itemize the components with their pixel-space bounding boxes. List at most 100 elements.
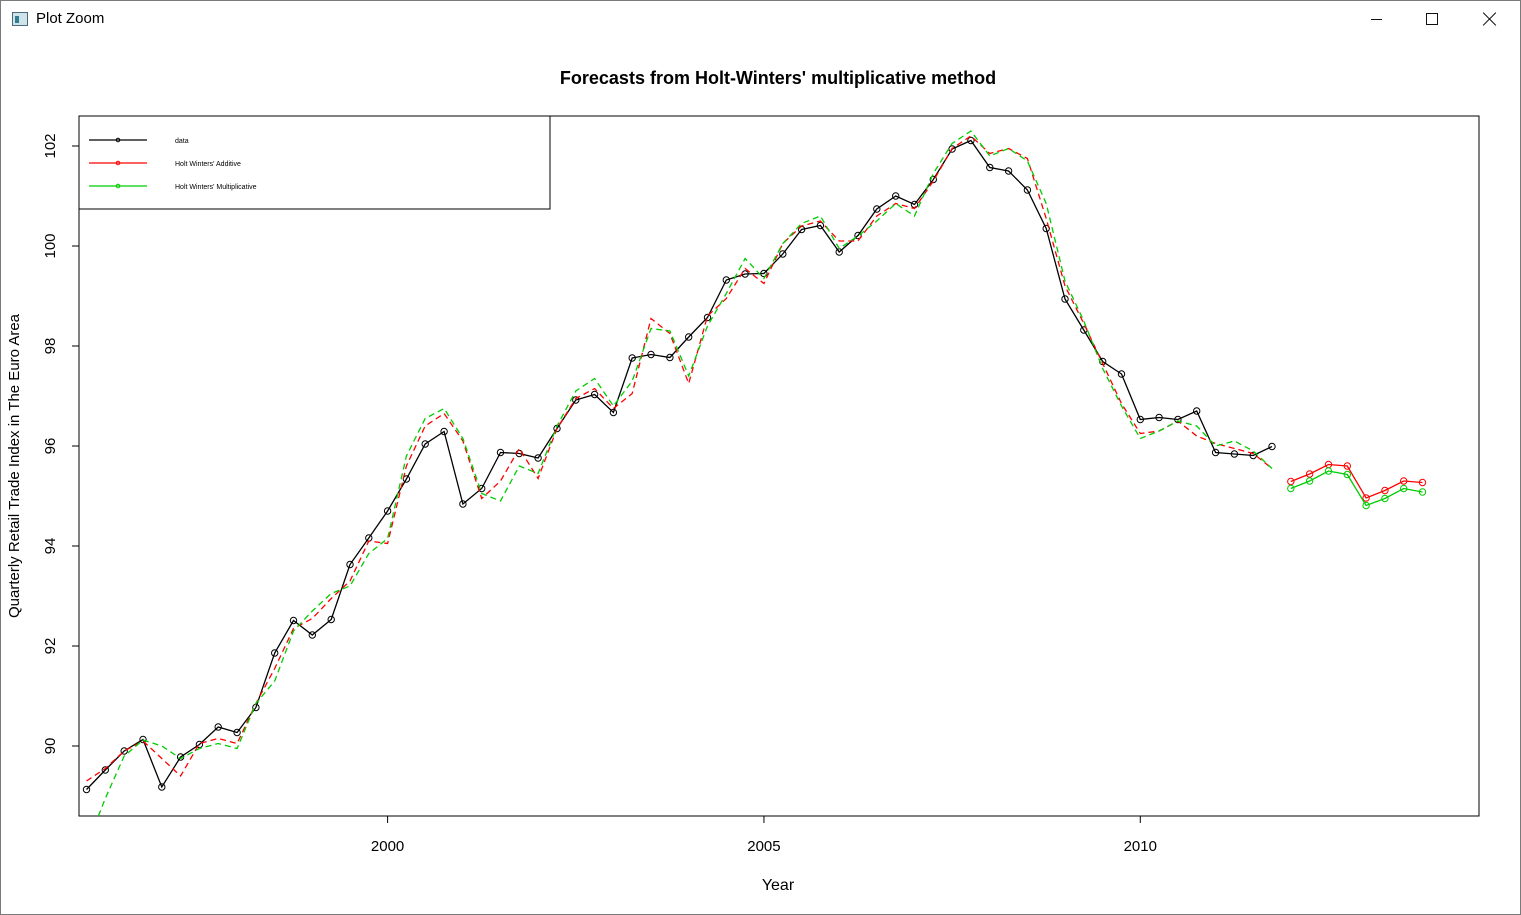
series-layer — [82, 130, 1427, 817]
plot-window-icon — [12, 12, 28, 26]
series-point — [1381, 486, 1389, 495]
series-point — [1343, 462, 1352, 470]
legend-marker — [115, 160, 121, 166]
series-point — [1193, 407, 1201, 415]
series-point — [459, 500, 467, 508]
series-point — [1004, 167, 1013, 175]
series-point — [101, 766, 110, 774]
series-point — [1136, 415, 1145, 424]
legend-label: Holt Winters' Multiplicative — [175, 184, 257, 191]
series-point — [967, 136, 975, 145]
series-line-0 — [86, 139, 1273, 790]
series-point — [1418, 488, 1427, 496]
series-point — [1400, 477, 1408, 485]
series-point — [703, 313, 712, 322]
series-point — [760, 269, 768, 278]
series-point — [1381, 494, 1389, 503]
series-point — [685, 333, 693, 341]
series-point — [383, 507, 392, 515]
y-tick-label: 102 — [42, 133, 59, 158]
series-point — [873, 205, 881, 213]
series-point — [986, 163, 994, 172]
y-tick-label: 98 — [42, 338, 59, 355]
maximize-button[interactable] — [1403, 1, 1461, 37]
series-point — [327, 615, 335, 624]
y-tick-label: 92 — [42, 638, 59, 655]
series-point — [1174, 415, 1182, 424]
series-point — [496, 448, 505, 457]
series-point — [1268, 442, 1276, 451]
y-tick-label: 100 — [42, 233, 59, 258]
series-point — [1061, 295, 1069, 303]
series-point — [421, 440, 429, 448]
series-line-1 — [86, 135, 1273, 782]
legend-box — [78, 115, 551, 210]
series-point — [609, 408, 618, 417]
minimize-icon — [1370, 18, 1382, 20]
series-point — [1287, 484, 1295, 493]
maximize-icon — [1426, 13, 1438, 25]
series-point — [1042, 224, 1050, 233]
series-point — [1023, 186, 1032, 194]
series-point — [628, 354, 636, 362]
window-title: Plot Zoom — [36, 10, 105, 27]
chart-title: Forecasts from Holt-Winters' multiplicat… — [560, 68, 996, 88]
series-point — [1324, 467, 1333, 475]
minimize-button[interactable] — [1347, 1, 1405, 37]
series-point — [402, 475, 411, 483]
series-point — [1418, 478, 1427, 487]
series-point — [1155, 413, 1163, 422]
x-tick-label: 2000 — [371, 838, 404, 855]
series-point — [1305, 477, 1314, 485]
series-point — [534, 454, 542, 462]
legend-marker — [115, 137, 121, 143]
series-point — [948, 145, 956, 153]
series-point — [289, 616, 298, 625]
series-point — [816, 221, 825, 230]
series-point — [1362, 494, 1370, 502]
series-point — [854, 231, 862, 240]
legend-marker — [115, 183, 121, 189]
series-point — [158, 783, 166, 791]
series-point — [346, 560, 354, 569]
y-tick-label: 96 — [42, 438, 59, 455]
series-point — [1400, 484, 1408, 493]
x-axis-label: Year — [762, 877, 795, 894]
series-point — [1211, 448, 1220, 457]
series-point — [647, 350, 655, 359]
y-axis-label: Quarterly Retail Trade Index in The Euro… — [6, 313, 23, 618]
series-point — [271, 649, 279, 657]
series-point — [1249, 451, 1257, 460]
series-point — [82, 785, 91, 794]
series-point — [666, 353, 674, 362]
series-point — [1117, 370, 1126, 378]
series-point — [440, 427, 448, 436]
axes: 2000 2005 2010 90 92 94 96 98 100 102 — [42, 133, 1157, 855]
series-point — [779, 250, 787, 258]
legend: data Holt Winters' Additive Holt Winters' … — [78, 115, 551, 210]
series-point — [1362, 501, 1370, 510]
series-point — [214, 723, 222, 731]
series-point — [1305, 470, 1314, 478]
series-point — [590, 390, 599, 399]
series-line-3 — [1290, 463, 1423, 499]
series-point — [1343, 470, 1352, 479]
series-point — [195, 740, 204, 749]
x-tick-label: 2010 — [1124, 838, 1157, 855]
series-point — [572, 396, 580, 404]
y-tick-label: 90 — [42, 738, 59, 755]
legend-label: data — [175, 138, 189, 145]
x-tick-label: 2005 — [747, 838, 780, 855]
series-point — [1230, 450, 1239, 458]
series-line-4 — [1290, 470, 1423, 507]
series-point — [308, 631, 316, 639]
series-point — [892, 192, 900, 200]
legend-label: Holt Winters' Additive — [175, 161, 241, 168]
series-point — [139, 735, 147, 744]
series-line-2 — [97, 130, 1273, 817]
title-bar[interactable]: Plot Zoom — [1, 1, 1520, 39]
series-point — [1287, 477, 1295, 486]
series-point — [722, 276, 730, 284]
y-tick-label: 94 — [42, 538, 59, 555]
